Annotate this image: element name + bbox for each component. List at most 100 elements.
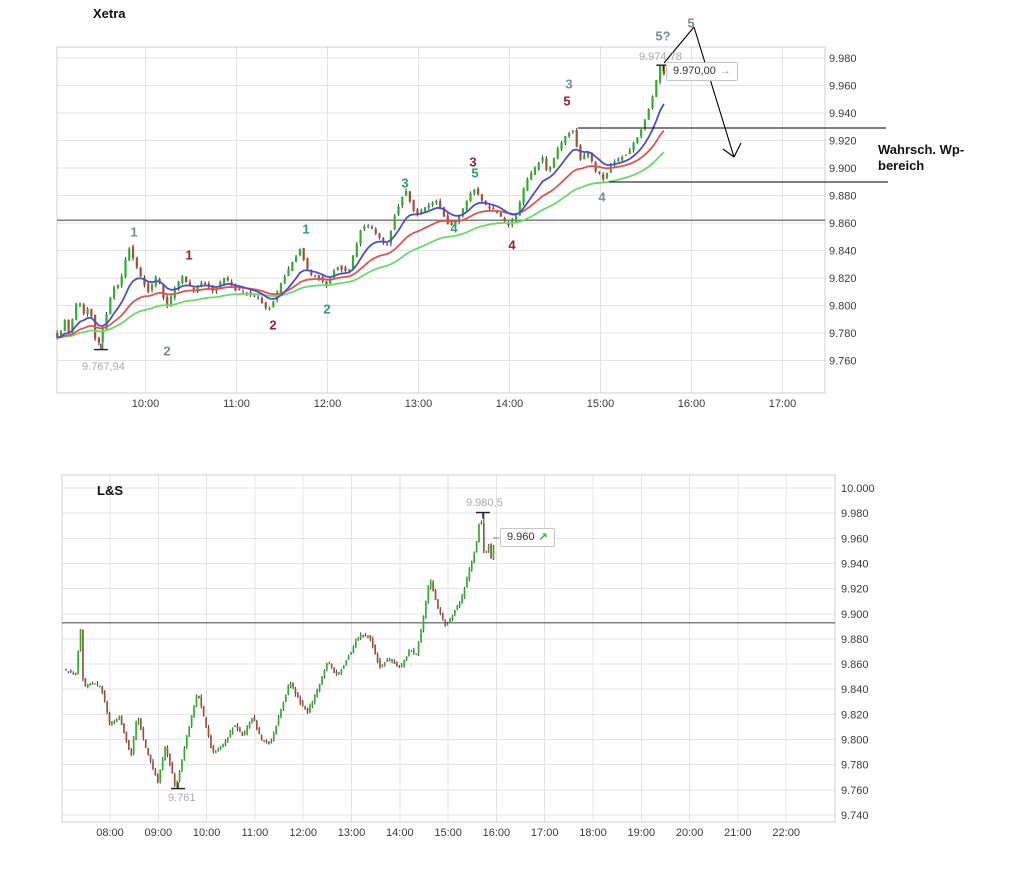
candle: [297, 693, 299, 697]
candle: [109, 297, 112, 315]
candle: [188, 727, 191, 736]
candle: [140, 718, 142, 730]
lns-current-price-value: 9.960: [507, 531, 535, 543]
candle: [412, 199, 415, 211]
candle: [586, 151, 590, 157]
candle: [287, 685, 290, 695]
candle: [192, 288, 195, 291]
candle: [571, 131, 574, 133]
candle: [439, 200, 442, 207]
candle: [101, 686, 104, 693]
candle: [480, 522, 483, 524]
candle: [478, 524, 480, 542]
candle: [454, 221, 457, 227]
candle: [198, 695, 200, 699]
candle: [292, 682, 294, 688]
candle: [617, 158, 620, 161]
candle: [526, 179, 529, 191]
y-axis-tick-label: 9.900: [829, 163, 857, 175]
xetra-current-price-tag: 9.970,00 →: [666, 62, 738, 81]
candle: [74, 672, 77, 674]
x-axis-tick-label: 19:00: [628, 827, 656, 839]
x-axis-tick-label: 15:00: [587, 398, 615, 410]
candle: [503, 217, 506, 222]
candle: [222, 278, 226, 284]
candle: [439, 609, 442, 614]
wave-label: 5: [687, 15, 694, 30]
candle: [396, 662, 398, 666]
x-axis-tick-label: 21:00: [724, 827, 752, 839]
y-axis-tick-label: 9.880: [829, 191, 857, 203]
candle: [113, 286, 116, 298]
candle: [410, 650, 413, 652]
candle: [120, 716, 123, 725]
y-axis-tick-label: 9.760: [841, 785, 869, 797]
candle: [367, 225, 370, 227]
candle: [420, 210, 423, 214]
candle: [135, 722, 137, 740]
candle: [309, 705, 311, 713]
y-axis-tick-label: 9.760: [829, 356, 857, 368]
candle: [450, 222, 453, 226]
candle: [161, 758, 164, 771]
candle: [248, 722, 251, 728]
candle: [451, 616, 454, 620]
candle: [328, 663, 331, 665]
candle: [196, 287, 199, 292]
candle: [124, 259, 127, 277]
candle: [379, 659, 381, 668]
candle: [295, 256, 298, 262]
candle: [275, 725, 278, 734]
candle: [63, 319, 66, 331]
candle: [444, 620, 447, 626]
candle: [662, 65, 665, 75]
candle: [279, 283, 283, 293]
candle: [468, 569, 471, 580]
wave-label: 4: [508, 237, 516, 252]
candle: [313, 694, 316, 703]
wave-label: 3: [469, 154, 476, 169]
candle: [115, 720, 118, 722]
candle: [298, 248, 301, 256]
candle: [283, 276, 286, 284]
candle: [461, 208, 465, 216]
candle: [420, 630, 422, 643]
candle: [277, 716, 280, 725]
candle: [152, 761, 154, 769]
candle: [304, 706, 306, 709]
candle: [90, 309, 93, 316]
x-axis-tick-label: 14:00: [386, 827, 414, 839]
y-axis-tick-label: 9.800: [841, 735, 869, 747]
candle: [386, 243, 389, 245]
candle: [142, 728, 145, 739]
candle: [643, 120, 647, 129]
candle: [449, 618, 451, 623]
candle: [659, 65, 662, 82]
x-axis-tick-label: 20:00: [676, 827, 704, 839]
lns-plot-area[interactable]: [62, 475, 835, 822]
candle: [147, 748, 150, 755]
candle: [371, 638, 374, 647]
candle: [258, 728, 261, 735]
candle: [178, 771, 181, 781]
candle: [78, 303, 82, 306]
candle: [329, 279, 332, 284]
candle: [404, 191, 408, 196]
candle: [598, 171, 601, 174]
y-axis-tick-label: 9.740: [841, 810, 869, 822]
y-axis-tick-label: 9.920: [841, 584, 869, 596]
candle: [340, 670, 343, 674]
candle: [579, 145, 582, 160]
candle: [310, 270, 313, 275]
candle: [234, 725, 236, 727]
candle: [130, 750, 133, 755]
xetra-moving-averages: [56, 103, 665, 339]
candle: [470, 561, 473, 570]
annotation-line-2: bereich: [878, 158, 925, 173]
candle: [229, 730, 232, 737]
candle: [533, 167, 537, 175]
x-axis-tick-label: 18:00: [579, 827, 607, 839]
candle: [613, 161, 616, 165]
candle: [469, 193, 472, 202]
candle: [342, 665, 345, 669]
